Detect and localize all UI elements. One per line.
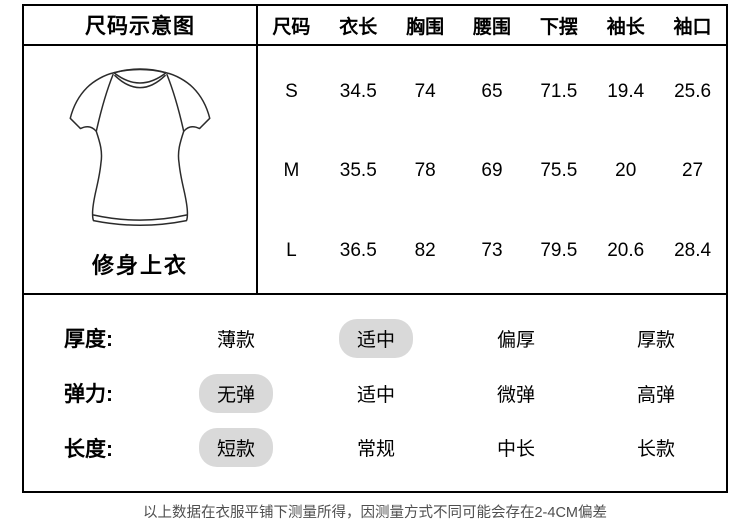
attribute-option: 常规 [356,439,395,461]
table-cell-size: L [286,240,297,262]
table-cell: 75.5 [540,160,578,182]
size-chart-panel: 尺码示意图 [22,4,728,493]
attribute-option: 长款 [636,439,675,461]
attribute-label: 长度: [64,437,113,461]
attribute-row-elasticity: 弹力: 无弹 适中 微弹 高弹 [24,373,726,413]
shirt-illustration-area [24,46,256,248]
table-header-cell: 袖口 [673,16,712,38]
measurement-disclaimer: 以上数据在衣服平铺下测量所得，因测量方式不同可能会存在2-4CM偏差 [142,505,607,521]
attribute-option: 薄款 [216,329,255,351]
attribute-option-selected: 短款 [198,428,273,468]
table-cell: 34.5 [339,80,377,102]
table-cell: 20 [615,160,637,182]
table-cell: 65 [481,80,503,102]
table-cell: 74 [414,80,436,102]
size-table-body: S 34.5 74 65 71.5 19.4 25.6 M 35.5 78 69… [258,46,726,293]
table-header-cell: 胸围 [406,16,445,38]
panel-title: 尺码示意图 [24,6,256,46]
attribute-option: 适中 [356,384,395,406]
attribute-option: 偏厚 [496,329,535,351]
attribute-option: 高弹 [636,384,675,406]
table-cell: 35.5 [339,160,377,182]
table-cell: 36.5 [339,240,377,262]
table-cell: 82 [414,240,436,262]
product-label: 修身上衣 [91,253,188,278]
table-cell: 73 [481,240,503,262]
table-header-cell: 尺码 [272,16,311,38]
attribute-option: 微弹 [496,384,535,406]
size-table-header: 尺码 衣长 胸围 腰围 下摆 袖长 袖口 [258,6,726,46]
table-cell-size: S [285,80,298,102]
tshirt-icon [69,68,211,227]
attribute-option-selected: 适中 [338,318,413,358]
attribute-option: 中长 [496,439,535,461]
attribute-row-length: 长度: 短款 常规 中长 长款 [24,428,726,468]
table-cell: 79.5 [540,240,578,262]
table-header-cell: 腰围 [472,16,511,38]
table-cell: 20.6 [607,240,645,262]
size-table: 尺码 衣长 胸围 腰围 下摆 袖长 袖口 S 34.5 74 65 71.5 1… [258,6,726,293]
attribute-label: 厚度: [64,328,113,352]
attribute-row-thickness: 厚度: 薄款 适中 偏厚 厚款 [24,318,726,358]
table-cell: 78 [414,160,436,182]
table-cell: 28.4 [674,240,712,262]
table-cell: 25.6 [674,80,712,102]
table-header-cell: 下摆 [539,16,578,38]
table-cell-size: M [283,160,300,182]
attribute-option: 厚款 [636,329,675,351]
attribute-label: 弹力: [64,383,113,406]
table-cell: 27 [681,160,704,182]
size-table-section: 尺码示意图 [24,6,726,295]
attributes-section: 厚度: 薄款 适中 偏厚 厚款 弹力: 无弹 适中 微弹 高弹 长度: 短款 常… [24,295,726,491]
illustration-panel: 尺码示意图 [24,6,258,293]
table-cell: 69 [481,160,503,182]
table-header-cell: 袖长 [606,16,645,38]
table-header-cell: 衣长 [339,16,378,38]
table-cell: 71.5 [540,80,578,102]
attribute-option-selected: 无弹 [198,373,273,413]
table-cell: 19.4 [607,80,645,102]
